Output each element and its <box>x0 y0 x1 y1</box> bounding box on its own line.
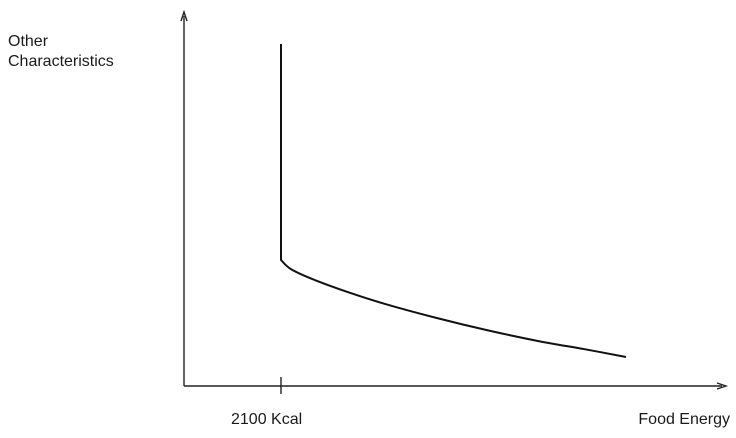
y-axis-label-line-1: Other <box>8 33 49 50</box>
series-line <box>280 44 627 358</box>
axes <box>180 9 729 394</box>
y-axis-label-line-2: Characteristics <box>8 53 114 70</box>
chart-marks <box>280 44 627 358</box>
x-axis-arrow <box>716 382 729 390</box>
x-axis-label: Food Energy <box>638 411 730 428</box>
y-axis-arrow <box>180 9 188 22</box>
y-axis-label: Other Characteristics <box>8 32 114 72</box>
x-tick-label-threshold: 2100 Kcal <box>231 411 303 428</box>
